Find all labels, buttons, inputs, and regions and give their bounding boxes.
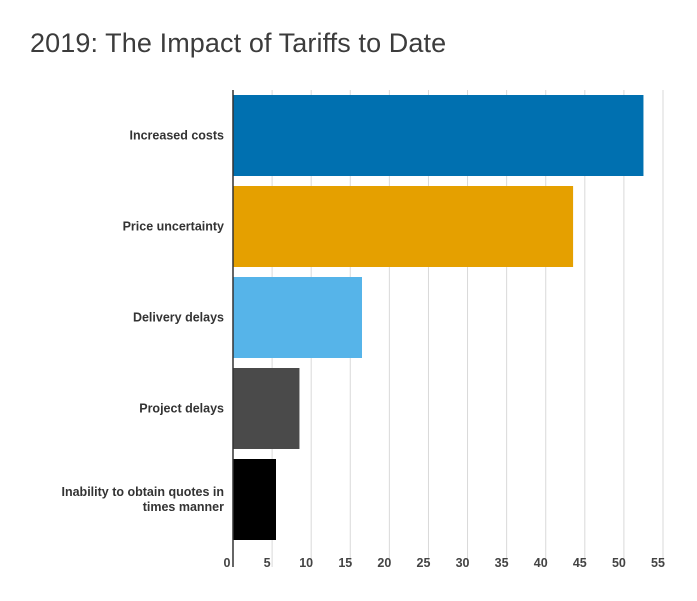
x-tick-label: 10 [299,556,313,570]
bar-0 [233,95,644,176]
category-label: Price uncertainty [123,220,224,234]
category-label: Delivery delays [133,311,224,325]
chart-title: 2019: The Impact of Tariffs to Date [30,28,447,58]
x-tick-label: 5 [264,556,271,570]
category-label: Increased costs [130,129,225,143]
x-tick-label: 20 [377,556,391,570]
x-tick-label: 40 [534,556,548,570]
x-tick-label: 0 [224,556,231,570]
x-tick-labels: 0 5 10 15 20 25 30 35 40 45 50 55 [224,556,665,570]
x-tick-label: 45 [573,556,587,570]
category-label: Inability to obtain quotes in times manne… [62,485,225,514]
bar-3 [233,368,300,449]
category-label: Project delays [139,402,224,416]
x-tick-label: 15 [338,556,352,570]
bar-2 [233,277,362,358]
x-tick-label: 25 [417,556,431,570]
x-tick-label: 55 [651,556,665,570]
bar-4 [233,459,276,540]
x-tick-label: 35 [495,556,509,570]
bar-1 [233,186,574,267]
x-tick-label: 30 [456,556,470,570]
category-labels: Increased costs Price uncertainty Delivery… [62,129,225,515]
bars [233,95,644,540]
x-tick-label: 50 [612,556,626,570]
